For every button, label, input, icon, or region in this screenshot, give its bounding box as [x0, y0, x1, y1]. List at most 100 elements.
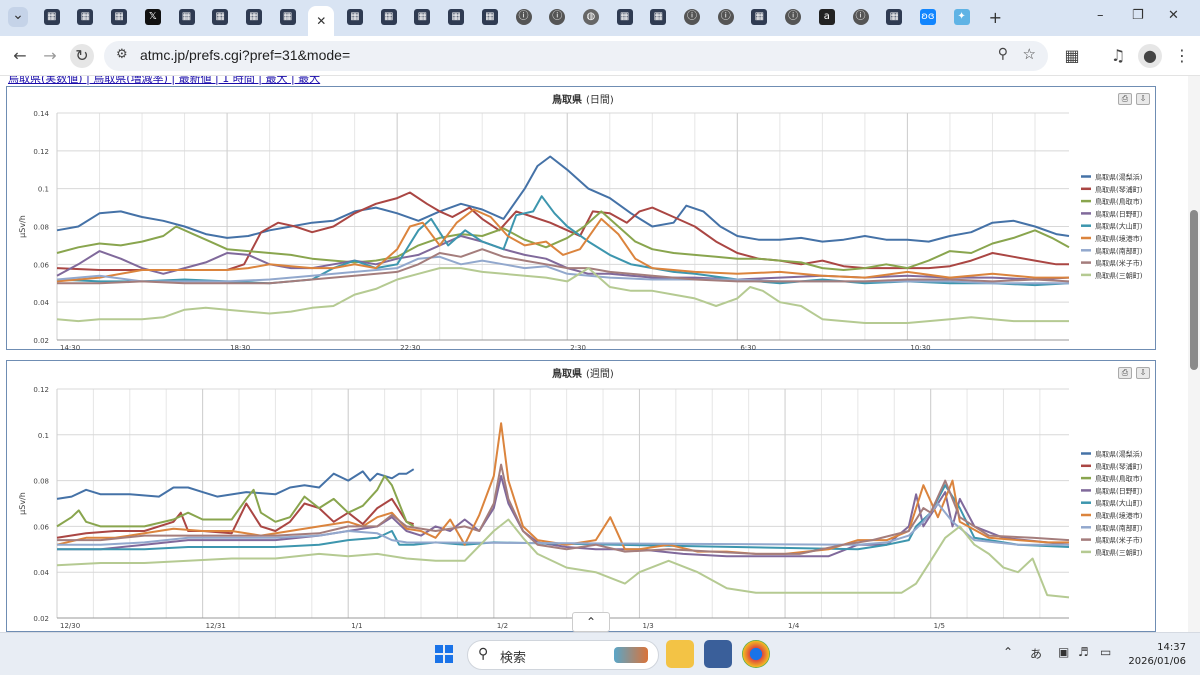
browser-tab[interactable]: ⓘ — [511, 4, 537, 30]
menu-icon[interactable]: ⋮ — [1174, 46, 1190, 65]
legend-item[interactable]: 鳥取県(南部町) — [1095, 246, 1143, 255]
legend-item[interactable]: 鳥取県(日野町) — [1095, 209, 1143, 218]
browser-tab[interactable]: ⌄ — [5, 4, 31, 30]
browser-tab[interactable]: ⓘ — [780, 4, 806, 30]
browser-tab[interactable]: ▦ — [275, 4, 301, 30]
browser-tab[interactable]: ʚɞ — [915, 4, 941, 30]
legend-item[interactable]: 鳥取県(湯梨浜) — [1095, 173, 1143, 182]
browser-tab[interactable]: ▦ — [241, 4, 267, 30]
y-axis-label: µSv/h — [18, 215, 27, 238]
browser-tab[interactable]: ▦ — [376, 4, 402, 30]
scrollbar[interactable] — [1188, 76, 1200, 632]
scrollbar-thumb[interactable] — [1190, 210, 1198, 370]
browser-tab[interactable]: ▦ — [443, 4, 469, 30]
series-line-2[interactable] — [56, 210, 1070, 271]
browser-tab[interactable]: ▦ — [881, 4, 907, 30]
minimize-icon[interactable]: – — [1097, 8, 1104, 23]
browser-tab[interactable]: ▦ — [746, 4, 772, 30]
legend-item[interactable]: 鳥取県(鳥取市) — [1095, 197, 1143, 206]
profile-avatar[interactable]: ● — [1138, 44, 1162, 68]
browser-tab[interactable]: ✦ — [949, 4, 975, 30]
print-icon[interactable]: ⎙ — [1118, 93, 1132, 105]
series-line-1[interactable] — [56, 191, 1069, 271]
browser-tab[interactable]: ▦ — [342, 4, 368, 30]
info-icon: ⓘ — [549, 9, 566, 25]
browser-tab[interactable]: ⓘ — [848, 4, 874, 30]
browser-tab[interactable]: ▦ — [612, 4, 638, 30]
windows-start-icon[interactable] — [430, 640, 458, 668]
file-explorer-icon[interactable] — [666, 640, 694, 668]
extensions-icon[interactable]: ▦ — [1064, 46, 1080, 65]
series-line-0[interactable] — [56, 468, 415, 500]
media-icon[interactable]: ♫ — [1110, 46, 1126, 65]
nav-links[interactable]: 鳥取県(実数値) | 鳥取県(増減率) | 最新値 | 1 時間 | 最大 | … — [8, 76, 320, 86]
series-line-6[interactable] — [57, 502, 1069, 546]
site-settings-icon[interactable]: ⚙ — [116, 47, 128, 62]
chevron-up-icon[interactable]: ⌃ — [572, 612, 610, 632]
browser-tab[interactable]: ⓘ — [679, 4, 705, 30]
taskbar-search[interactable]: ⚲ 検索 — [467, 640, 659, 670]
notepad-icon[interactable] — [704, 640, 732, 668]
volume-icon[interactable]: ♬ — [1078, 645, 1089, 659]
reload-icon[interactable]: ↻ — [70, 44, 94, 68]
legend-item[interactable]: 鳥取県(鳥取市) — [1095, 474, 1143, 483]
chrome-icon[interactable] — [742, 640, 770, 668]
x-tick-label: 6:30 — [740, 344, 756, 351]
browser-tab[interactable]: ⓘ — [544, 4, 570, 30]
legend-item[interactable]: 鳥取県(南部町) — [1095, 523, 1143, 532]
download-icon[interactable]: ⇩ — [1136, 367, 1150, 379]
download-icon[interactable]: ⇩ — [1136, 93, 1150, 105]
legend-item[interactable]: 鳥取県(三朝町) — [1095, 271, 1143, 280]
system-clock[interactable]: 14:37 2026/01/06 — [1128, 641, 1186, 669]
legend-item[interactable]: 鳥取県(米子市) — [1095, 259, 1143, 268]
browser-tab[interactable]: ✕ — [308, 6, 335, 36]
browser-tab[interactable]: ▦ — [106, 4, 132, 30]
browser-tab[interactable]: ▦ — [645, 4, 671, 30]
legend-item[interactable]: 鳥取県(琴浦町) — [1095, 185, 1143, 194]
legend-item[interactable]: 鳥取県(米子市) — [1095, 536, 1143, 545]
forward-icon[interactable]: → — [43, 46, 57, 65]
series-line-0[interactable] — [56, 155, 1070, 243]
ime-indicator[interactable]: あ — [1030, 647, 1043, 661]
nav-link[interactable]: 鳥取県(実数値) | 鳥取県(増減率) | 最新値 | 1 時間 | 最大 | … — [8, 76, 321, 85]
url-text[interactable]: atmc.jp/prefs.cgi?pref=31&mode= — [140, 47, 351, 63]
legend-item[interactable]: 鳥取県(大山町) — [1095, 499, 1143, 508]
browser-tab[interactable]: ⓘ — [713, 4, 739, 30]
browser-tab[interactable]: ▦ — [174, 4, 200, 30]
browser-tab[interactable]: ▦ — [39, 4, 65, 30]
zoom-icon[interactable]: ⚲ — [997, 46, 1008, 62]
legend-item[interactable]: 鳥取県(三朝町) — [1095, 548, 1143, 557]
bookmark-star-icon[interactable]: ☆ — [1022, 45, 1036, 63]
browser-tab[interactable]: 𝕏 — [140, 4, 166, 30]
browser-tab[interactable]: + — [982, 4, 1008, 30]
legend-item[interactable]: 鳥取県(日野町) — [1095, 486, 1143, 495]
print-icon[interactable]: ⎙ — [1118, 367, 1132, 379]
back-icon[interactable]: ← — [13, 46, 27, 65]
series-line-7[interactable] — [57, 248, 1070, 285]
browser-tab[interactable]: ◍ — [578, 4, 604, 30]
browser-tab[interactable]: ▦ — [409, 4, 435, 30]
legend-item[interactable]: 鳥取県(大山町) — [1095, 222, 1143, 231]
browser-tab[interactable]: ▦ — [72, 4, 98, 30]
maximize-icon[interactable]: ❐ — [1132, 8, 1144, 23]
network-icon[interactable]: ▣ — [1058, 645, 1070, 659]
legend-item[interactable]: 鳥取県(琴浦町) — [1095, 462, 1143, 471]
series-line-5[interactable] — [56, 208, 1069, 283]
battery-icon[interactable]: ▭ — [1100, 645, 1112, 659]
address-bar[interactable]: ⚙ atmc.jp/prefs.cgi?pref=31&mode= ⚲ ☆ — [104, 41, 1048, 71]
browser-tab[interactable]: ▦ — [477, 4, 503, 30]
browser-tab[interactable]: a — [814, 4, 840, 30]
chevron-up-icon[interactable]: ⌃ — [1003, 645, 1014, 659]
series-line-8[interactable] — [56, 267, 1069, 324]
window-close-icon[interactable]: ✕ — [1168, 8, 1179, 23]
series-line-7[interactable] — [57, 463, 1070, 555]
legend-item[interactable]: 鳥取県(境港市) — [1095, 511, 1143, 520]
series-line-2[interactable] — [56, 475, 415, 528]
browser-tab[interactable]: ▦ — [207, 4, 233, 30]
series-line-3[interactable] — [56, 235, 1070, 281]
legend-item[interactable]: 鳥取県(湯梨浜) — [1095, 450, 1143, 459]
series-line-1[interactable] — [56, 497, 415, 539]
legend-item[interactable]: 鳥取県(境港市) — [1095, 234, 1143, 243]
series-line-5[interactable] — [56, 422, 1069, 555]
series-line-8[interactable] — [56, 518, 1070, 599]
